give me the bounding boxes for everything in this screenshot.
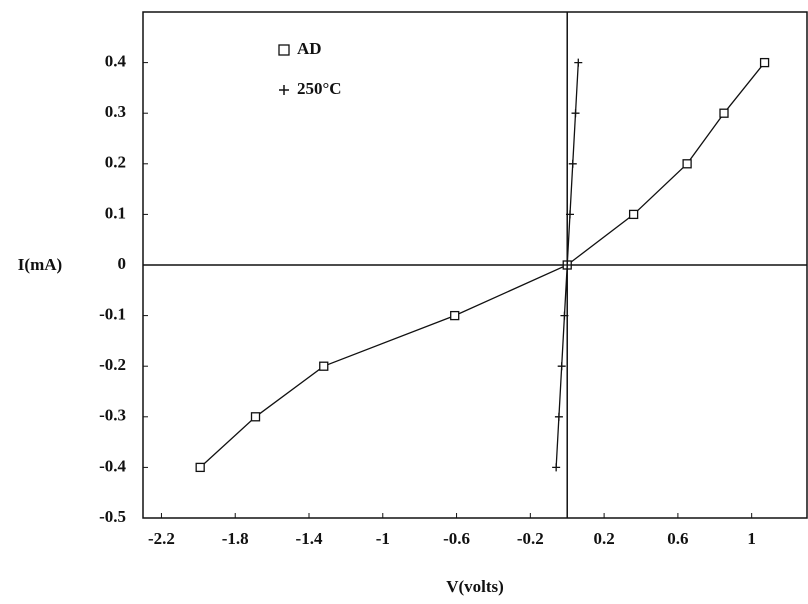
data-point — [759, 57, 770, 68]
data-point — [557, 362, 566, 371]
y-tick-label: 0.4 — [105, 52, 127, 71]
data-point — [560, 311, 569, 320]
y-axis-label: I(mA) — [18, 255, 62, 274]
y-tick-label: -0.1 — [99, 305, 126, 324]
data-point — [552, 463, 561, 472]
data-point — [195, 462, 205, 473]
data-point — [719, 108, 729, 118]
y-tick-label: 0.2 — [105, 153, 126, 172]
x-tick-label: 0.2 — [593, 529, 614, 548]
x-tick-label: -1.4 — [296, 529, 323, 548]
x-tick-label: 1 — [747, 529, 756, 548]
data-point — [574, 58, 583, 67]
x-tick-label: -2.2 — [148, 529, 175, 548]
y-tick-label: 0 — [118, 254, 127, 273]
y-tick-label: 0.3 — [105, 102, 126, 121]
legend-marker — [279, 85, 289, 95]
data-point — [682, 159, 692, 169]
data-point — [563, 261, 572, 269]
y-tick-label: -0.5 — [99, 507, 126, 526]
x-tick-label: 0.6 — [667, 529, 688, 548]
y-tick-label: -0.3 — [99, 406, 126, 425]
data-point — [628, 209, 639, 220]
data-point — [571, 109, 580, 118]
data-point — [250, 412, 261, 422]
data-point — [450, 310, 460, 321]
x-tick-label: -0.6 — [443, 529, 470, 548]
y-tick-label: 0.1 — [105, 203, 126, 222]
data-point — [319, 361, 329, 371]
x-tick-label: -1.8 — [222, 529, 249, 548]
data-point — [554, 412, 563, 421]
data-point — [565, 210, 574, 219]
x-tick-label: -1 — [376, 529, 390, 548]
legend-label: 250°C — [297, 79, 342, 98]
data-point — [568, 159, 577, 168]
x-tick-label: -0.2 — [517, 529, 544, 548]
y-tick-label: -0.4 — [99, 456, 126, 475]
x-axis-label: V(volts) — [446, 577, 504, 596]
legend-label: AD — [297, 39, 322, 58]
y-tick-label: -0.2 — [99, 355, 126, 374]
legend-marker — [278, 44, 290, 56]
